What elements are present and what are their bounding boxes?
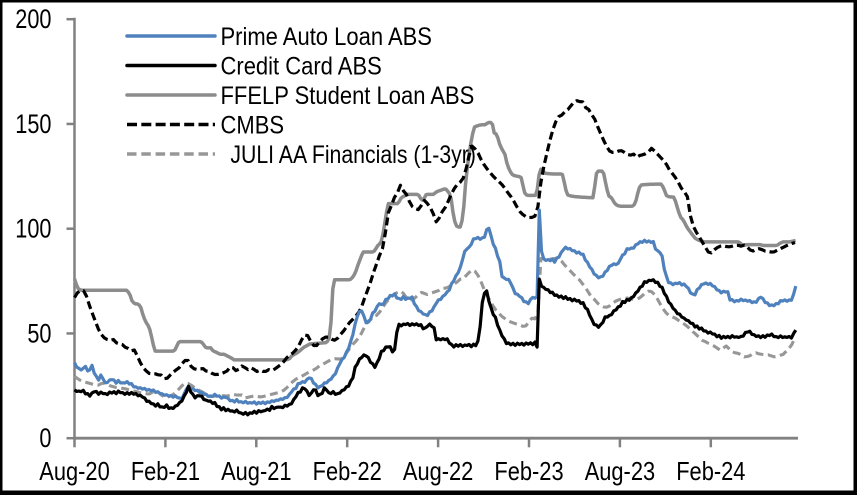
svg-text:100: 100 bbox=[15, 215, 51, 245]
svg-text:JULI AA Financials (1-3yr): JULI AA Financials (1-3yr) bbox=[225, 140, 476, 168]
svg-text:Feb-24: Feb-24 bbox=[676, 457, 745, 486]
svg-text:Aug-21: Aug-21 bbox=[221, 457, 291, 486]
svg-text:Feb-22: Feb-22 bbox=[313, 457, 382, 486]
svg-text:CMBS: CMBS bbox=[221, 111, 285, 139]
svg-text:50: 50 bbox=[27, 319, 51, 349]
svg-text:150: 150 bbox=[15, 110, 51, 140]
svg-text:Feb-21: Feb-21 bbox=[131, 457, 200, 486]
svg-text:Prime Auto Loan ABS: Prime Auto Loan ABS bbox=[221, 23, 432, 51]
svg-text:0: 0 bbox=[39, 424, 51, 454]
svg-text:Credit Card ABS: Credit Card ABS bbox=[221, 52, 382, 80]
svg-text:200: 200 bbox=[15, 5, 51, 35]
svg-text:FFELP Student Loan ABS: FFELP Student Loan ABS bbox=[221, 82, 475, 110]
svg-text:Feb-23: Feb-23 bbox=[494, 457, 563, 486]
svg-text:Aug-22: Aug-22 bbox=[403, 457, 473, 486]
svg-text:Aug-23: Aug-23 bbox=[585, 457, 655, 486]
svg-text:Aug-20: Aug-20 bbox=[39, 457, 109, 486]
